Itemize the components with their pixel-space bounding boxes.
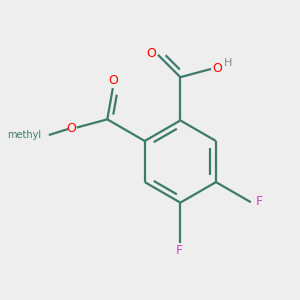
Text: F: F: [176, 244, 182, 257]
Text: F: F: [255, 195, 262, 208]
Text: O: O: [212, 62, 222, 75]
Text: O: O: [66, 122, 76, 135]
Text: O: O: [146, 47, 156, 60]
Text: H: H: [224, 58, 232, 68]
Text: O: O: [109, 74, 118, 87]
Text: methyl: methyl: [7, 130, 41, 140]
